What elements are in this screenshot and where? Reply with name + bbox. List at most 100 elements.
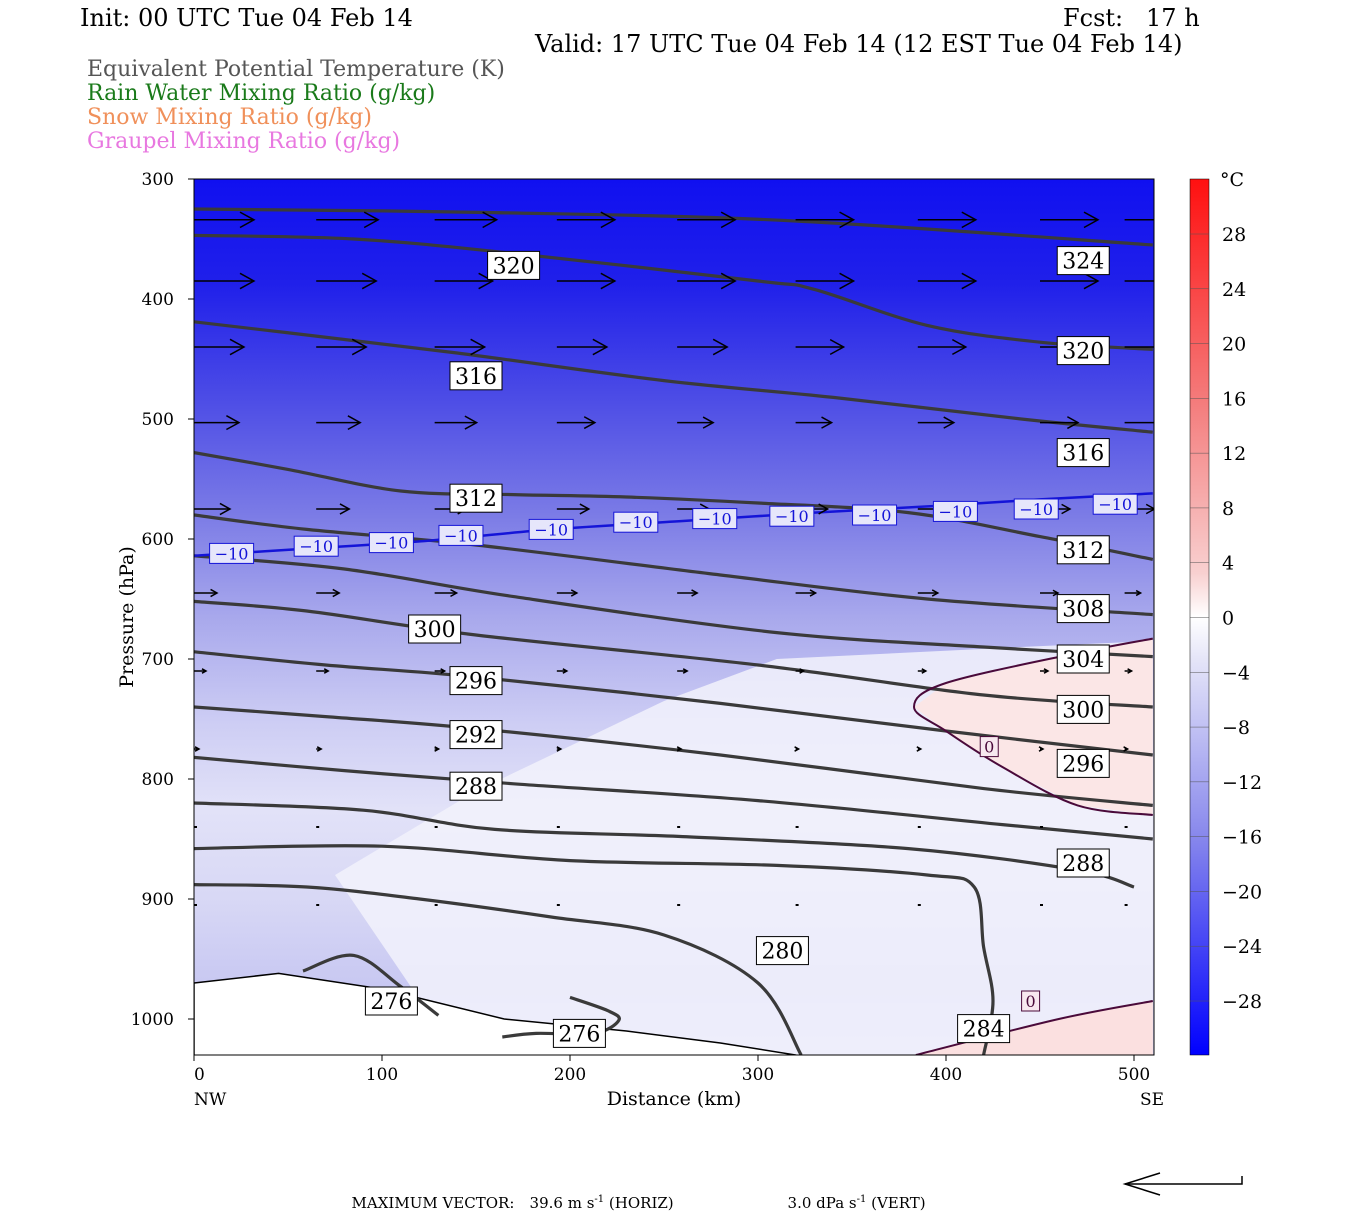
- wind-vector: [917, 272, 978, 290]
- wind-vector: [795, 211, 856, 229]
- colorbar-label: −4: [1222, 662, 1250, 684]
- plot-frame: [193, 178, 1155, 1056]
- legend-snow: Snow Mixing Ratio (g/kg): [87, 105, 372, 130]
- theta-e-label-box: [1056, 246, 1110, 276]
- isotherm-label-box: [769, 505, 815, 527]
- theta-e-label: 288: [1062, 852, 1104, 877]
- theta-e-contour-308: [194, 513, 1153, 617]
- colorbar-label: −20: [1222, 881, 1262, 903]
- theta-e-label-box: [449, 771, 503, 801]
- wind-vector: [917, 338, 968, 356]
- isotherm-label-box: [438, 524, 484, 546]
- theta-e-label-box: [957, 1014, 1011, 1044]
- theta-e-contour-304: [194, 554, 1153, 659]
- wind-vector: [1040, 589, 1060, 597]
- theta-e-contour-284: [194, 844, 995, 1055]
- init-label: Init: 00 UTC Tue 04 Feb 14: [80, 4, 413, 32]
- theta-e-label-box: [487, 250, 541, 280]
- x-tick-label: 0: [194, 1065, 205, 1085]
- x-axis-right-end: SE: [1140, 1090, 1164, 1110]
- theta-e-contour-320: [194, 233, 1153, 351]
- vert-value: 3.0 dPa s: [787, 1194, 857, 1212]
- isotherm-label: −10: [1098, 495, 1132, 514]
- theta-e-label: 316: [1062, 442, 1104, 467]
- theta-e-contour-288: [194, 755, 1153, 841]
- theta-e-label: 324: [1062, 250, 1104, 275]
- y-tick-label: 300: [142, 170, 174, 190]
- horiz-suffix: (HORIZ): [604, 1194, 674, 1212]
- forecast-hour-label: Fcst: 17 h: [1063, 4, 1200, 32]
- colorbar-label: 8: [1222, 498, 1234, 520]
- colorbar-label: 12: [1222, 443, 1246, 465]
- theta-e-label-box: [755, 936, 809, 966]
- wind-vector: [194, 338, 246, 356]
- max-vector-horiz: 39.6 m s-1 (HORIZ): [520, 1176, 674, 1212]
- theta-e-label-box: [449, 720, 503, 750]
- x-axis-left-end: NW: [194, 1090, 227, 1110]
- wind-vector: [676, 746, 683, 752]
- colorbar-label: 16: [1222, 388, 1246, 410]
- wind-vector: [677, 272, 737, 290]
- theta-e-label-box: [1056, 535, 1110, 565]
- wind-vector: [434, 668, 447, 674]
- colorbar-label: 4: [1222, 553, 1234, 575]
- wind-vector: [194, 272, 256, 290]
- valid-time-label: Valid: 17 UTC Tue 04 Feb 14 (12 EST Tue …: [535, 30, 1183, 58]
- wind-vector: [194, 668, 208, 674]
- theta-e-label: 316: [455, 365, 497, 390]
- isotherm-label-box: [1092, 493, 1138, 515]
- isotherm-label-box: [613, 511, 659, 533]
- wind-vector: [434, 746, 441, 752]
- wind-vector: [916, 746, 923, 752]
- colorbar: [1189, 178, 1210, 1056]
- wind-vector: [1123, 746, 1130, 752]
- theta-e-label: 300: [414, 618, 456, 643]
- isotherm-label-box: [692, 508, 738, 530]
- isotherm-label: −10: [375, 534, 409, 553]
- theta-e-contour-296: [194, 650, 1153, 757]
- isotherm-label: 0: [984, 738, 994, 757]
- wind-vector: [316, 211, 380, 229]
- max-vector-label: MAXIMUM VECTOR:: [342, 1176, 515, 1212]
- wind-vector: [795, 338, 846, 356]
- theta-e-label-box: [449, 361, 503, 391]
- terrain: [194, 972, 797, 1055]
- vert-suffix: (VERT): [866, 1194, 926, 1212]
- theta-e-label: 276: [370, 990, 412, 1015]
- wind-vector: [434, 211, 499, 229]
- wind-vector: [556, 589, 579, 597]
- colorbar-label: −16: [1222, 827, 1262, 849]
- theta-e-contour-300: [194, 599, 1153, 709]
- theta-e-contour-292: [194, 705, 1153, 807]
- theta-e-label-box: [364, 986, 418, 1016]
- theta-e-label: 296: [1062, 752, 1104, 777]
- wind-vector: [917, 589, 940, 597]
- isotherm-label: 0: [1026, 992, 1036, 1011]
- theta-e-label: 296: [455, 670, 497, 695]
- y-tick-label: 500: [142, 410, 174, 430]
- wind-vector: [917, 211, 978, 229]
- wind-vector: [1040, 272, 1100, 290]
- theta-e-label-box: [552, 1018, 606, 1048]
- wind-vector: [1038, 746, 1045, 752]
- theta-e-label-box: [1056, 848, 1110, 878]
- wind-vector: [194, 746, 201, 752]
- x-tick-label: 500: [1118, 1065, 1150, 1085]
- x-tick-label: 200: [554, 1065, 586, 1085]
- x-tick-label: 300: [742, 1065, 774, 1085]
- isotherm-label: −10: [444, 526, 478, 545]
- wind-vector: [556, 503, 591, 515]
- theta-e-contour-312: [194, 451, 1154, 561]
- isotherm-label: −10: [534, 520, 568, 539]
- wind-vector: [194, 502, 232, 516]
- colorbar-label: 20: [1222, 334, 1246, 356]
- wind-vector: [917, 668, 928, 674]
- wind-vector: [1124, 219, 1154, 221]
- wind-vector: [1124, 668, 1134, 674]
- isotherm-label-box: [368, 532, 414, 554]
- legend-theta-e: Equivalent Potential Temperature (K): [87, 57, 505, 82]
- isotherm-label-box: [852, 504, 898, 526]
- theta-e-label: 300: [1062, 698, 1104, 723]
- wind-vector: [677, 668, 689, 674]
- wind-vector: [316, 588, 341, 598]
